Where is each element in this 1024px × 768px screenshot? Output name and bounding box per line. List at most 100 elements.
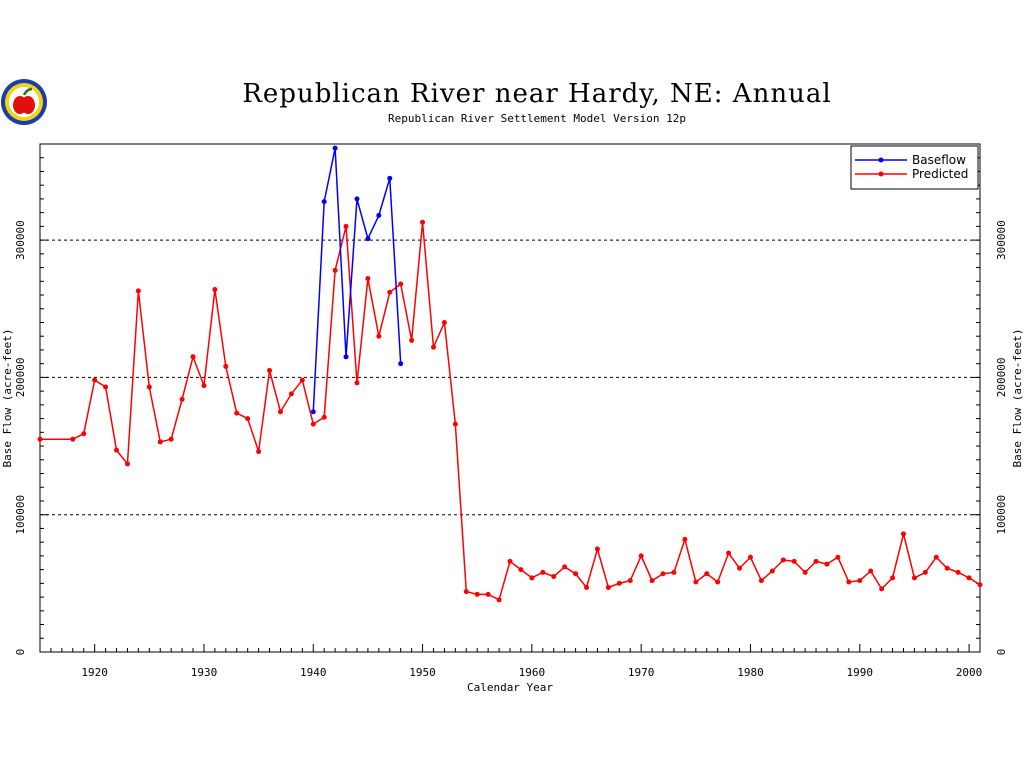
data-point-predicted [594, 546, 600, 552]
y-tick-label-right: 0 [995, 649, 1008, 656]
data-point-predicted [288, 391, 294, 397]
data-point-predicted [616, 580, 622, 586]
y-tick-label-right: 300000 [995, 220, 1008, 260]
y-axis-left: 0 100000 200000 300000 [14, 143, 48, 656]
x-tick-label: 1930 [191, 666, 218, 679]
data-point-predicted [879, 586, 885, 592]
data-point-predicted [529, 575, 535, 581]
chart-title: Republican River near Hardy, NE: Annual [242, 79, 831, 109]
data-point-predicted [540, 569, 546, 575]
data-point-baseflow [332, 145, 338, 151]
data-point-predicted [726, 550, 732, 556]
data-point-predicted [507, 558, 513, 564]
x-tick-label: 2000 [956, 666, 983, 679]
data-point-predicted [245, 416, 251, 422]
data-point-predicted [387, 289, 393, 295]
data-point-predicted [605, 584, 611, 590]
data-point-predicted [846, 579, 852, 585]
x-tick-label: 1990 [847, 666, 874, 679]
x-tick-label: 1960 [519, 666, 546, 679]
legend-marker-predicted [878, 171, 884, 177]
data-point-baseflow [343, 354, 349, 360]
legend-box [850, 145, 979, 190]
apple-logo-icon [1, 79, 47, 125]
data-point-predicted [813, 558, 819, 564]
data-point-predicted [70, 436, 76, 442]
data-point-baseflow [365, 236, 371, 242]
data-point-baseflow [310, 409, 316, 415]
data-point-predicted [343, 223, 349, 229]
data-point-predicted [758, 578, 764, 584]
data-point-predicted [430, 344, 436, 350]
data-point-baseflow [387, 175, 393, 181]
data-point-predicted [944, 565, 950, 571]
data-point-predicted [791, 558, 797, 564]
data-point-predicted [769, 568, 775, 574]
data-point-predicted [649, 578, 655, 584]
y-tick-label-right: 200000 [995, 358, 1008, 398]
y-tick-label-right: 100000 [995, 495, 1008, 535]
data-point-predicted [332, 267, 338, 273]
data-point-predicted [518, 567, 524, 573]
data-point-predicted [693, 579, 699, 585]
data-point-predicted [179, 396, 185, 402]
data-point-predicted [857, 578, 863, 584]
data-point-baseflow [321, 199, 327, 205]
data-point-predicted [452, 421, 458, 427]
data-point-predicted [124, 461, 130, 467]
data-point-predicted [299, 377, 305, 383]
data-point-predicted [420, 219, 426, 225]
data-point-predicted [103, 384, 109, 390]
data-point-predicted [277, 409, 283, 415]
data-point-predicted [551, 573, 557, 579]
x-tick-label: 1950 [409, 666, 436, 679]
data-point-predicted [81, 431, 87, 437]
data-point-predicted [704, 571, 710, 577]
data-point-predicted [496, 597, 502, 603]
data-point-predicted [201, 383, 207, 389]
y-axis-label-right: Base Flow (acre-feet) [1011, 328, 1024, 467]
data-point-predicted [780, 557, 786, 563]
data-point-predicted [911, 575, 917, 581]
data-point-predicted [824, 561, 830, 567]
data-point-predicted [922, 569, 928, 575]
legend-marker-baseflow [878, 157, 884, 163]
data-point-predicted [114, 447, 120, 453]
legend-label-baseflow: Baseflow [912, 153, 966, 167]
x-tick-label: 1920 [81, 666, 108, 679]
data-point-predicted [802, 569, 808, 575]
data-point-predicted [955, 569, 961, 575]
data-point-predicted [977, 582, 983, 588]
data-point-predicted [146, 384, 152, 390]
data-point-predicted [747, 554, 753, 560]
data-point-baseflow [398, 361, 404, 367]
series-line-predicted [40, 222, 981, 601]
data-point-predicted [398, 281, 404, 287]
data-point-predicted [900, 531, 906, 537]
data-point-predicted [267, 368, 273, 374]
data-point-predicted [660, 571, 666, 577]
data-point-predicted [310, 421, 316, 427]
data-point-predicted [321, 414, 327, 420]
data-point-predicted [966, 575, 972, 581]
data-point-predicted [715, 579, 721, 585]
data-point-predicted [638, 553, 644, 559]
x-tick-label: 1970 [628, 666, 655, 679]
legend-label-predicted: Predicted [912, 167, 968, 181]
y-tick-label-left: 0 [14, 649, 27, 656]
data-point-baseflow [376, 212, 382, 218]
data-point-predicted [671, 569, 677, 575]
series-predicted [37, 219, 983, 603]
y-axis-label-left: Base Flow (acre-feet) [1, 328, 14, 467]
data-point-predicted [354, 380, 360, 386]
data-point-predicted [92, 377, 98, 383]
x-axis-label: Calendar Year [467, 681, 553, 694]
data-point-predicted [365, 276, 371, 282]
data-point-predicted [562, 564, 568, 570]
data-point-predicted [135, 288, 141, 294]
y-tick-label-left: 200000 [14, 358, 27, 398]
data-point-predicted [37, 436, 43, 442]
data-point-predicted [627, 578, 633, 584]
